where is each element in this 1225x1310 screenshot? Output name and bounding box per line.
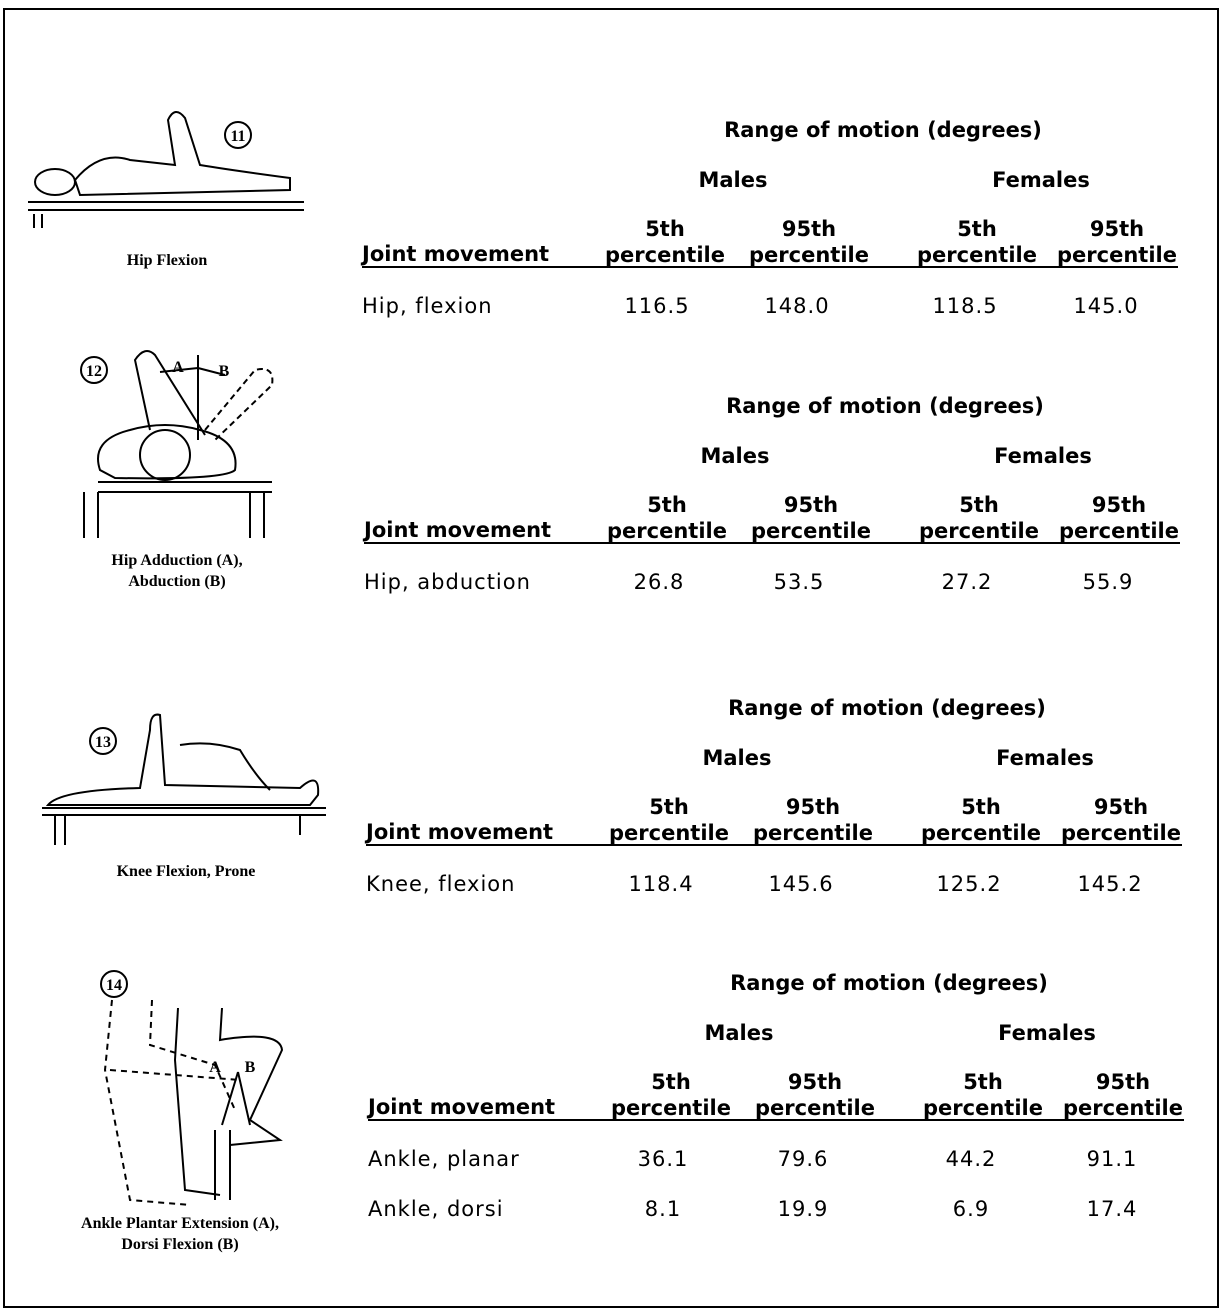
figure-caption: Knee Flexion, Prone xyxy=(36,861,336,882)
column-header: Joint movement xyxy=(368,1094,555,1120)
cell-value: 6.9 xyxy=(953,1196,989,1222)
header-rule xyxy=(366,844,1182,846)
group-header: Females xyxy=(994,443,1092,469)
column-header: 5th percentile xyxy=(606,1069,736,1121)
cell-value: 44.2 xyxy=(946,1146,997,1172)
cell-value: 55.9 xyxy=(1083,569,1134,595)
cell-value: 145.0 xyxy=(1073,293,1138,319)
cell-value: 148.0 xyxy=(764,293,829,319)
column-header: Joint movement xyxy=(364,517,551,543)
cell-value: 79.6 xyxy=(778,1146,829,1172)
header-rule xyxy=(368,1119,1184,1121)
row-label: Ankle, planar xyxy=(368,1146,520,1172)
figure-caption: Hip Flexion xyxy=(17,250,317,271)
column-header: 5th percentile xyxy=(600,216,730,268)
group-header: Males xyxy=(704,1020,773,1046)
figure-caption: Abduction (B) xyxy=(27,571,327,592)
cell-value: 27.2 xyxy=(942,569,993,595)
row-label: Ankle, dorsi xyxy=(368,1196,504,1222)
cell-value: 53.5 xyxy=(774,569,825,595)
page: 11 12 A B 13 14 A B Hip FlexionRange of … xyxy=(0,0,1225,1310)
cell-value: 91.1 xyxy=(1087,1146,1138,1172)
table-title: Range of motion (degrees) xyxy=(726,393,1044,419)
column-header: 95th percentile xyxy=(1056,794,1186,846)
group-header: Females xyxy=(996,745,1094,771)
column-header: 5th percentile xyxy=(602,492,732,544)
column-header: 5th percentile xyxy=(918,1069,1048,1121)
cell-value: 8.1 xyxy=(645,1196,681,1222)
column-header: 5th percentile xyxy=(914,492,1044,544)
figure-caption: Dorsi Flexion (B) xyxy=(30,1234,330,1255)
group-header: Males xyxy=(702,745,771,771)
header-rule xyxy=(362,266,1178,268)
column-header: 5th percentile xyxy=(916,794,1046,846)
tables: Hip Flexion Range of motion (degrees) Male… xyxy=(0,0,1225,1310)
column-header: 5th percentile xyxy=(604,794,734,846)
column-header: Joint movement xyxy=(362,241,549,267)
cell-value: 118.5 xyxy=(932,293,997,319)
cell-value: 125.2 xyxy=(936,871,1001,897)
cell-value: 26.8 xyxy=(634,569,685,595)
column-header: 95th percentile xyxy=(1054,492,1184,544)
cell-value: 17.4 xyxy=(1087,1196,1138,1222)
group-header: Males xyxy=(700,443,769,469)
cell-value: 36.1 xyxy=(638,1146,689,1172)
figure-caption: Ankle Plantar Extension (A), xyxy=(30,1213,330,1234)
group-header: Females xyxy=(998,1020,1096,1046)
group-header: Males xyxy=(698,167,767,193)
cell-value: 116.5 xyxy=(624,293,689,319)
row-label: Hip, abduction xyxy=(364,569,531,595)
table-title: Range of motion (degrees) xyxy=(728,695,1046,721)
table-title: Range of motion (degrees) xyxy=(730,970,1048,996)
cell-value: 118.4 xyxy=(628,871,693,897)
column-header: 95th percentile xyxy=(746,492,876,544)
column-header: Joint movement xyxy=(366,819,553,845)
column-header: 95th percentile xyxy=(748,794,878,846)
row-label: Hip, flexion xyxy=(362,293,493,319)
cell-value: 145.6 xyxy=(768,871,833,897)
cell-value: 19.9 xyxy=(778,1196,829,1222)
column-header: 95th percentile xyxy=(750,1069,880,1121)
header-rule xyxy=(364,542,1180,544)
column-header: 95th percentile xyxy=(1058,1069,1188,1121)
cell-value: 145.2 xyxy=(1077,871,1142,897)
group-header: Females xyxy=(992,167,1090,193)
column-header: 95th percentile xyxy=(744,216,874,268)
column-header: 5th percentile xyxy=(912,216,1042,268)
column-header: 95th percentile xyxy=(1052,216,1182,268)
row-label: Knee, flexion xyxy=(366,871,515,897)
table-title: Range of motion (degrees) xyxy=(724,117,1042,143)
figure-caption: Hip Adduction (A), xyxy=(27,550,327,571)
